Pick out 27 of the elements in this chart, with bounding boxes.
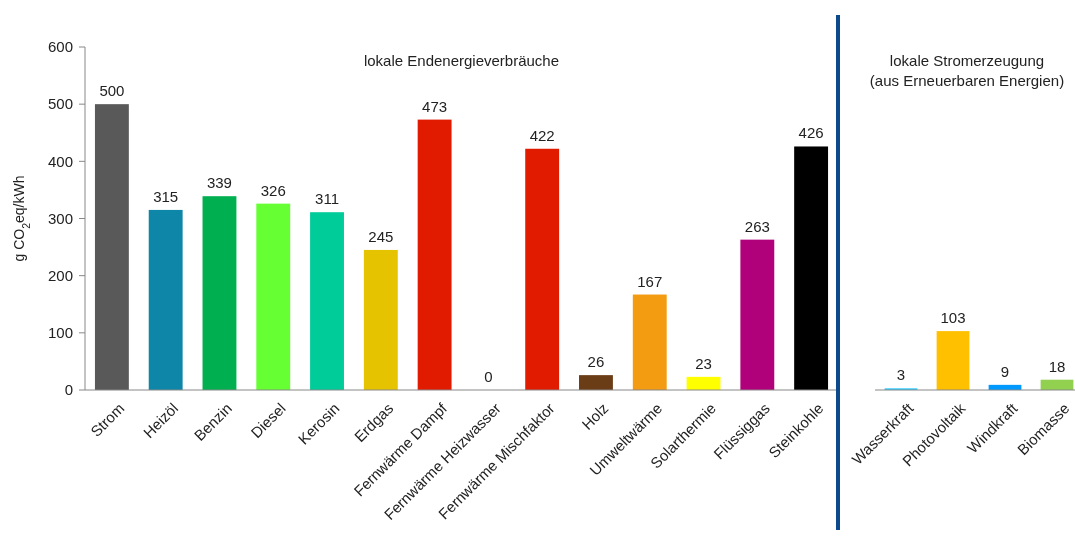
data-label: 422 [529,126,555,144]
y-tick-label: 300 [47,209,73,227]
data-label: 426 [798,124,824,142]
y-tick-label: 200 [47,266,73,284]
data-label: 18 [1048,357,1066,375]
data-label: 0 [484,368,493,385]
data-label: 326 [260,181,286,199]
annotation: lokale Endenergieverbräuche [363,52,560,69]
data-label: 167 [637,272,663,290]
data-label: 500 [99,82,125,100]
data-label: 473 [422,97,448,115]
y-tick-label: 600 [47,38,73,56]
data-label: 9 [1000,362,1010,380]
data-label: 315 [153,187,179,205]
annotation: lokale Stromerzeugung (aus Erneuerbaren Energien) [869,52,1065,89]
data-label: 245 [368,227,394,245]
data-label: 263 [744,217,770,235]
data-label: 339 [206,174,232,192]
data-label: 26 [587,353,605,371]
y-tick-label: 100 [47,324,73,342]
data-label: 103 [940,309,966,327]
data-label: 23 [695,354,712,372]
data-label: 311 [315,190,339,208]
data-label: 3 [896,366,906,384]
y-tick-label: 0 [64,381,73,399]
y-tick-label: 400 [47,152,73,170]
y-tick-label: 500 [47,95,73,113]
